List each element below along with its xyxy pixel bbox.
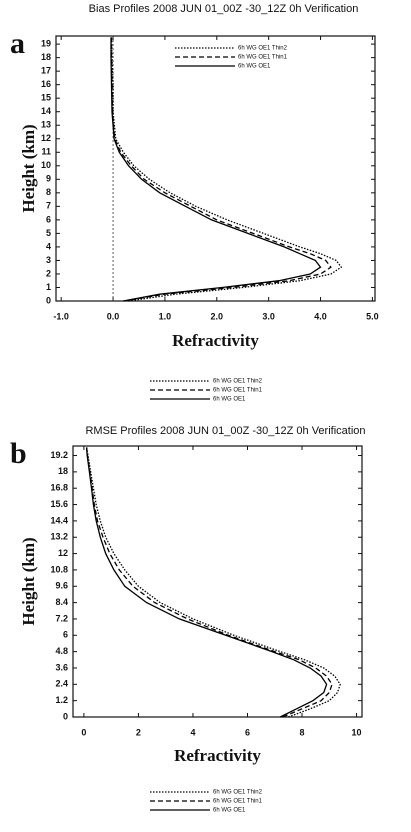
y-tick-label: 7 [46, 201, 51, 211]
x-tick-label: 8 [300, 727, 305, 737]
y-tick-label: 0 [63, 711, 68, 721]
y-tick-label: 13.2 [50, 532, 68, 542]
x-tick-label: 0 [81, 727, 86, 737]
legend-label: 6h WG OE1 Thin1 [238, 55, 288, 61]
y-tick-label: 16.8 [50, 483, 68, 493]
y-tick-label: 2.4 [55, 679, 68, 689]
x-axis-label: Refractivity [172, 331, 259, 350]
legend-label: 6h WG OE1 Thin1 [213, 799, 263, 805]
y-tick-label: 9 [46, 174, 51, 184]
x-tick-label: -1.0 [53, 311, 69, 321]
y-tick-label: 4 [46, 241, 51, 251]
profile-line [110, 37, 322, 302]
x-tick-label: 10 [352, 727, 362, 737]
x-tick-label: 2 [136, 727, 141, 737]
y-tick-label: 14 [41, 106, 51, 116]
y-tick-label: 2 [46, 268, 51, 278]
legend-label: 6h WG OE1 Thin2 [213, 790, 263, 796]
y-tick-label: 8.4 [55, 597, 68, 607]
y-tick-label: 7.2 [55, 613, 68, 623]
y-tick-label: 18 [41, 52, 51, 62]
legend-label: 6h WG OE1 Thin2 [213, 379, 263, 385]
legend-label: 6h WG OE1 [213, 808, 246, 814]
legend-label: 6h WG OE1 [238, 64, 271, 70]
profile-line [85, 447, 328, 718]
profile-line [85, 447, 333, 718]
legend-label: 6h WG OE1 [213, 397, 246, 403]
chart: RMSE Profiles 2008 JUN 01_00Z -30_12Z 0h… [10, 425, 366, 814]
y-tick-label: 6 [46, 214, 51, 224]
y-tick-label: 12 [41, 133, 51, 143]
chart-title: Bias Profiles 2008 JUN 01_00Z -30_12Z 0h… [89, 3, 359, 15]
profile-line [110, 37, 343, 302]
y-tick-label: 4.8 [55, 646, 68, 656]
x-tick-label: 1.0 [159, 311, 172, 321]
y-tick-label: 17 [41, 66, 51, 76]
y-tick-label: 3.6 [55, 662, 68, 672]
x-tick-label: 5.0 [366, 311, 379, 321]
x-tick-label: 4.0 [314, 311, 327, 321]
y-tick-label: 6 [63, 630, 68, 640]
y-tick-label: 19 [41, 38, 51, 48]
x-tick-label: 0.0 [107, 311, 120, 321]
y-tick-label: 1 [46, 282, 51, 292]
x-tick-label: 2.0 [211, 311, 224, 321]
plot-frame [55, 35, 376, 302]
y-axis-label: Height (km) [19, 124, 38, 212]
x-tick-label: 3.0 [262, 311, 275, 321]
y-tick-label: 0 [46, 295, 51, 305]
y-axis-label: Height (km) [19, 537, 38, 625]
x-tick-label: 6 [245, 727, 250, 737]
profile-line [110, 37, 332, 302]
chart-title: RMSE Profiles 2008 JUN 01_00Z -30_12Z 0h… [85, 425, 365, 437]
y-tick-label: 8 [46, 187, 51, 197]
chart: Bias Profiles 2008 JUN 01_00Z -30_12Z 0h… [10, 3, 379, 403]
y-tick-label: 14.4 [50, 515, 68, 525]
y-tick-label: 18 [58, 466, 68, 476]
y-tick-label: 11 [41, 147, 51, 157]
plot-frame [72, 445, 363, 718]
y-tick-label: 12 [58, 548, 68, 558]
y-tick-label: 13 [41, 120, 51, 130]
legend-label: 6h WG OE1 Thin1 [213, 388, 263, 394]
y-tick-label: 15 [41, 93, 51, 103]
panel-label: b [10, 437, 27, 470]
y-tick-label: 5 [46, 228, 51, 238]
legend-label: 6h WG OE1 Thin2 [238, 46, 288, 52]
y-tick-label: 9.6 [55, 581, 68, 591]
y-tick-label: 19.2 [50, 450, 68, 460]
y-tick-label: 1.2 [55, 695, 68, 705]
x-axis-label: Refractivity [174, 746, 261, 765]
x-tick-label: 4 [190, 727, 195, 737]
y-tick-label: 10 [41, 160, 51, 170]
y-tick-label: 3 [46, 255, 51, 265]
y-tick-label: 16 [41, 79, 51, 89]
panel-label: a [10, 27, 25, 60]
y-tick-label: 10.8 [50, 564, 68, 574]
y-tick-label: 15.6 [50, 499, 68, 509]
profile-line [85, 447, 341, 718]
